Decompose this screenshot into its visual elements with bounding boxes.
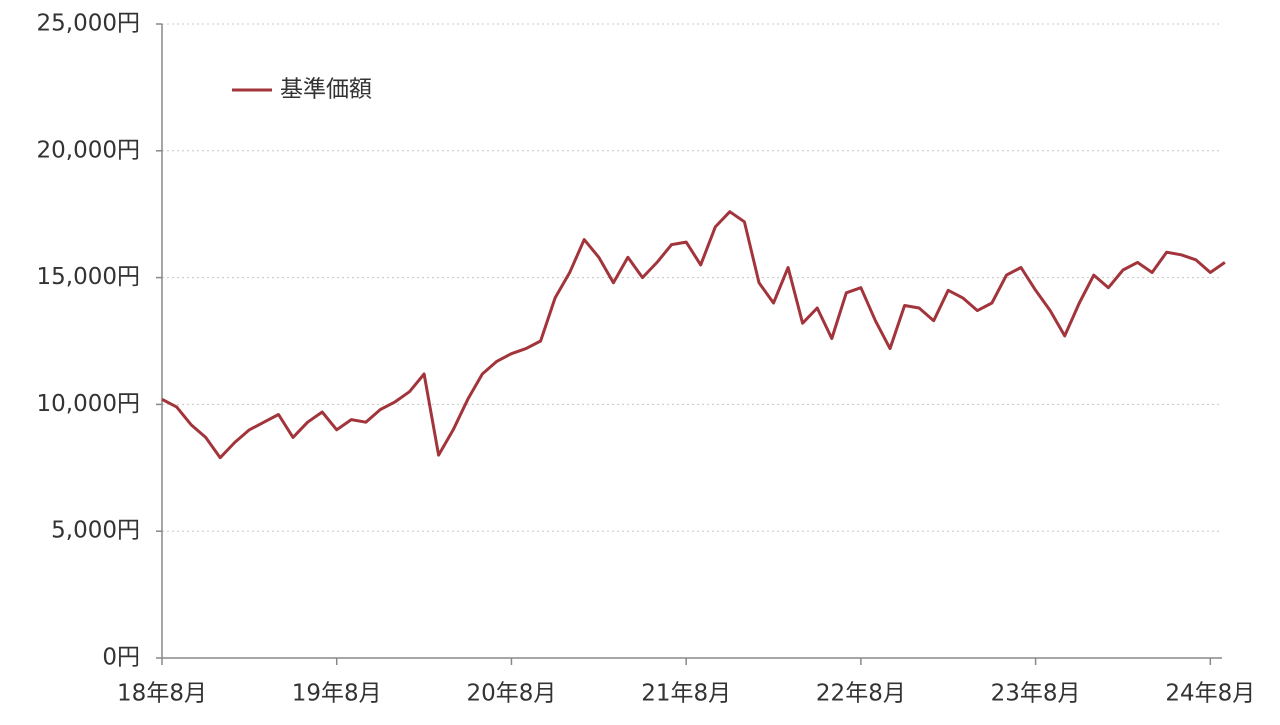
x-tick-label: 24年8月 bbox=[1165, 681, 1255, 707]
x-tick-label: 23年8月 bbox=[991, 681, 1081, 707]
x-tick-label: 18年8月 bbox=[117, 681, 207, 707]
y-tick-label: 15,000円 bbox=[37, 264, 140, 290]
x-tick-label: 20年8月 bbox=[466, 681, 556, 707]
legend-label: 基準価額 bbox=[280, 77, 372, 103]
y-tick-label: 0円 bbox=[102, 645, 140, 671]
x-tick-label: 21年8月 bbox=[641, 681, 731, 707]
y-tick-label: 20,000円 bbox=[37, 137, 140, 163]
data-line bbox=[161, 210, 1226, 460]
y-tick-label: 25,000円 bbox=[37, 11, 140, 37]
y-tick-label: 10,000円 bbox=[37, 391, 140, 417]
x-tick-label: 22年8月 bbox=[816, 681, 906, 707]
y-tick-label: 5,000円 bbox=[51, 518, 140, 544]
x-tick-label: 19年8月 bbox=[292, 681, 382, 707]
